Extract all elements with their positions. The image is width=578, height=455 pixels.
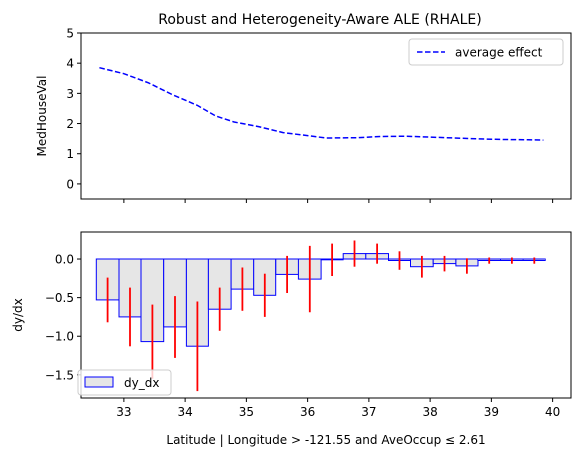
bottom-x-tick-label: 37 (361, 405, 376, 419)
top-legend-box (408, 38, 564, 66)
bottom-x-tick-label: 33 (116, 405, 131, 419)
top-axes-frame (80, 32, 572, 200)
bottom-legend-box (77, 369, 172, 396)
bottom-y-tick-label: 0.0 (55, 253, 74, 267)
bottom-x-tick-label: 39 (484, 405, 499, 419)
bottom-legend: dy_dx (77, 369, 172, 396)
top-y-axis-label: MedHouseVal (35, 76, 49, 157)
bottom-y-tick-label: −1.0 (45, 330, 74, 344)
top-y-tick-label: 4 (66, 57, 74, 71)
bottom-x-tick-label: 38 (422, 405, 437, 419)
bottom-y-tick-label: −0.5 (45, 291, 74, 305)
bottom-x-tick-label: 35 (239, 405, 254, 419)
bottom-x-tick-label: 40 (545, 405, 560, 419)
average-effect-legend-label: average effect (455, 46, 543, 60)
bottom-y-axis-label: dy/dx (11, 298, 25, 331)
derivative-panel: 0.0 −0.5 −1.0 −1.5 33 34 35 36 37 38 39 40 dy/dx La… (11, 231, 572, 447)
top-y-tick-label: 0 (66, 177, 74, 191)
dy-dx-legend-swatch (84, 376, 114, 388)
top-y-tick-label: 1 (66, 147, 74, 161)
derivative-marks (95, 240, 546, 392)
average-effect-marks (99, 66, 544, 141)
top-y-tick-label: 2 (66, 117, 74, 131)
average-effect-panel: Robust and Heterogeneity-Aware ALE (RHAL… (35, 12, 572, 203)
bottom-x-axis-label: Latitude | Longitude > -121.55 and AveOc… (166, 433, 485, 447)
dy-dx-legend-label: dy_dx (124, 376, 159, 390)
bottom-y-tick-label: −1.5 (45, 368, 74, 382)
top-axis-ticks: 0 1 2 3 4 5 (66, 27, 554, 203)
bottom-axes-frame (80, 231, 572, 399)
top-legend: average effect (408, 38, 564, 66)
chart-title: Robust and Heterogeneity-Aware ALE (RHAL… (158, 12, 481, 28)
average-effect-line (99, 66, 544, 141)
bottom-axis-ticks: 0.0 −0.5 −1.0 −1.5 33 34 35 36 37 38 39 40 (45, 253, 560, 419)
bottom-x-tick-label: 36 (300, 405, 315, 419)
top-y-tick-label: 3 (66, 87, 74, 101)
top-y-tick-label: 5 (66, 27, 74, 41)
bottom-x-tick-label: 34 (177, 405, 192, 419)
